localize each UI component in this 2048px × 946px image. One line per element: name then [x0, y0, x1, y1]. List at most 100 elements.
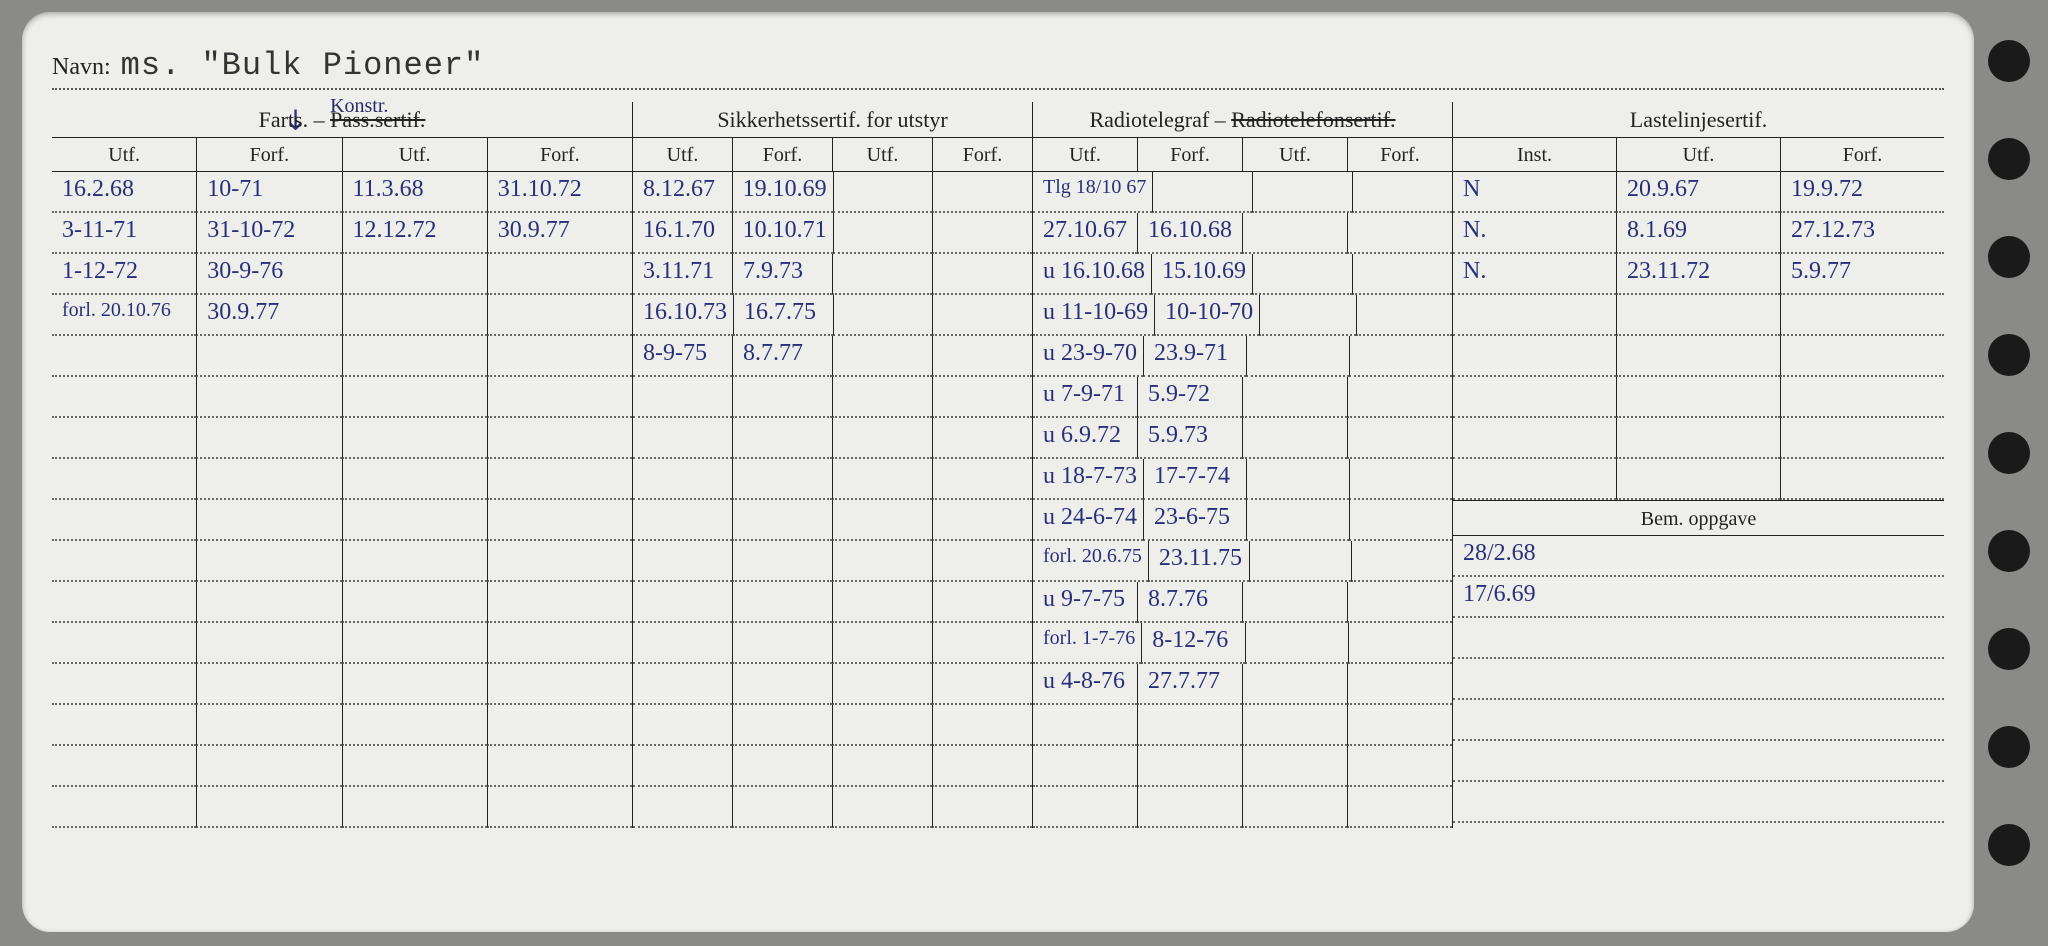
- table-cell: u 16.10.68: [1033, 254, 1151, 295]
- table-cell: [52, 418, 196, 459]
- table-cell: [52, 705, 196, 746]
- section-title-laste: Lastelinjesertif.: [1453, 102, 1944, 138]
- table-cell: [1780, 418, 1944, 459]
- table-row: [633, 746, 1032, 787]
- table-cell: [487, 500, 632, 541]
- table-row: [52, 746, 632, 787]
- farts-rows: 16.2.6810-7111.3.6831.10.723-11-7131-10-…: [52, 172, 632, 828]
- table-cell: [1246, 336, 1349, 377]
- table-cell: u 9-7-75: [1033, 582, 1137, 623]
- table-row: u 18-7-7317-7-74: [1033, 459, 1452, 500]
- table-cell: [633, 459, 732, 500]
- table-cell: forl. 20.10.76: [52, 295, 196, 336]
- table-row: N20.9.6719.9.72: [1453, 172, 1944, 213]
- table-cell: [1453, 618, 1944, 659]
- table-cell: [1352, 254, 1452, 295]
- table-cell: [732, 418, 832, 459]
- table-cell: [52, 787, 196, 828]
- table-cell: 30-9-76: [196, 254, 341, 295]
- table-cell: [1351, 541, 1452, 582]
- table-cell: [1246, 500, 1349, 541]
- table-row: 8.12.6719.10.69: [633, 172, 1032, 213]
- table-cell: 16.7.75: [733, 295, 833, 336]
- table-cell: [732, 541, 832, 582]
- table-cell: [1137, 705, 1242, 746]
- table-cell: 16.2.68: [52, 172, 196, 213]
- hole-icon: [1988, 726, 2030, 768]
- table-cell: [1347, 787, 1452, 828]
- table-cell: [832, 336, 932, 377]
- table-cell: [1347, 418, 1452, 459]
- table-cell: [196, 500, 341, 541]
- table-cell: [633, 541, 732, 582]
- table-row: u 4-8-7627.7.77: [1033, 664, 1452, 705]
- table-cell: [932, 377, 1032, 418]
- col-header: Inst.: [1453, 138, 1616, 171]
- table-row: u 23-9-7023.9-71: [1033, 336, 1452, 377]
- table-cell: u 23-9-70: [1033, 336, 1143, 377]
- table-cell: [52, 459, 196, 500]
- table-cell: N: [1453, 172, 1616, 213]
- col-header: Forf.: [196, 138, 341, 171]
- table-cell: 15.10.69: [1151, 254, 1252, 295]
- table-cell: [487, 623, 632, 664]
- table-cell: [1246, 459, 1349, 500]
- table-cell: u 7-9-71: [1033, 377, 1137, 418]
- table-cell: [1349, 500, 1452, 541]
- table-cell: [932, 623, 1032, 664]
- laste-cols: Inst. Utf. Forf.: [1453, 138, 1944, 172]
- table-row: [633, 664, 1032, 705]
- section-title-farts: Farts. – Konstr. Pass.sertif.: [52, 102, 632, 138]
- table-cell: [1453, 459, 1616, 500]
- table-cell: 11.3.68: [342, 172, 487, 213]
- table-cell: [342, 541, 487, 582]
- table-row: u 11-10-6910-10-70: [1033, 295, 1452, 336]
- table-cell: [1453, 418, 1616, 459]
- table-cell: 3-11-71: [52, 213, 196, 254]
- radio-rows: Tlg 18/10 6727.10.6716.10.68u 16.10.6815…: [1033, 172, 1452, 828]
- punch-holes: [1988, 40, 2030, 866]
- table-row: [1033, 705, 1452, 746]
- farts-title-left: Farts. –: [259, 107, 325, 132]
- table-cell: [342, 377, 487, 418]
- table-cell: 23.11.75: [1148, 541, 1249, 582]
- radio-title-left: Radiotelegraf –: [1089, 107, 1225, 132]
- table-row: [1033, 746, 1452, 787]
- table-cell: 8.1.69: [1616, 213, 1780, 254]
- table-cell: [732, 787, 832, 828]
- record-card: Navn: ms. "Bulk Pioneer" ↘ Farts. – Kons…: [22, 12, 1974, 932]
- table-row: 17/6.69: [1453, 577, 1944, 618]
- table-cell: [1616, 459, 1780, 500]
- table-cell: [932, 787, 1032, 828]
- name-label: Navn:: [52, 54, 111, 81]
- table-cell: 8.7.76: [1137, 582, 1242, 623]
- table-cell: [732, 705, 832, 746]
- table-row: u 16.10.6815.10.69: [1033, 254, 1452, 295]
- table-cell: [342, 295, 487, 336]
- table-cell: 3.11.71: [633, 254, 732, 295]
- table-cell: [1453, 741, 1944, 782]
- table-cell: [1616, 418, 1780, 459]
- table-cell: u 24-6-74: [1033, 500, 1143, 541]
- hole-icon: [1988, 236, 2030, 278]
- table-row: [1453, 377, 1944, 418]
- table-cell: [833, 213, 933, 254]
- table-row: [633, 500, 1032, 541]
- table-cell: 8.7.77: [732, 336, 832, 377]
- table-row: [52, 664, 632, 705]
- table-cell: [832, 254, 932, 295]
- farts-handwritten: Konstr.: [330, 88, 388, 124]
- table-cell: [932, 213, 1032, 254]
- table-cell: [1780, 459, 1944, 500]
- table-cell: [342, 336, 487, 377]
- table-cell: [932, 582, 1032, 623]
- table-cell: [633, 623, 732, 664]
- table-row: [1453, 336, 1944, 377]
- table-row: [52, 418, 632, 459]
- table-cell: [342, 664, 487, 705]
- table-cell: [196, 787, 341, 828]
- table-cell: [1453, 377, 1616, 418]
- col-header: Utf.: [832, 138, 932, 171]
- table-cell: 10.10.71: [732, 213, 833, 254]
- col-header: Utf.: [1033, 138, 1137, 171]
